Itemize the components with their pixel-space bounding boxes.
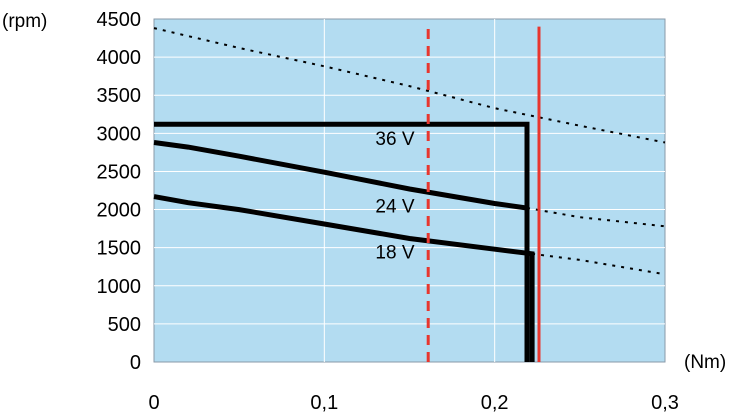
y-tick-label-0: 0 [130,352,141,374]
y-tick-label-6: 3000 [97,123,142,145]
y-tick-label-3: 1500 [97,238,142,260]
y-tick-label-5: 2500 [97,161,142,183]
y-tick-label-8: 4000 [97,47,142,69]
y-tick-label-1: 500 [108,314,141,336]
series-18-v-line [153,194,535,362]
x-tick-label-0: 0 [148,392,159,414]
y-tick-label-9: 4500 [97,9,142,31]
x-tick-label-2: 0,2 [481,392,509,414]
y-tick-label-2: 1000 [97,276,142,298]
curve-label-36-v: 36 V [375,129,414,150]
annotation-group: 36 V 24 V 18 V [375,129,414,264]
dotted-extension-line-4 [526,207,666,228]
y-tick-label-4: 2000 [97,200,142,222]
y-unit-label: (rpm) [2,11,47,32]
series-24-v-line [153,140,530,362]
dotted-extension-line-3 [153,27,666,144]
grid [154,19,665,362]
x-tick-label-3: 0,3 [651,392,679,414]
x-axis: 0 0,1 0,2 0,3 [148,392,678,414]
x-tick-label-1: 0,1 [310,392,338,414]
y-axis: 0 500 1000 1500 2000 2500 3000 3500 4000 4500 [97,9,142,374]
y-tick-label-7: 3500 [97,85,142,107]
x-unit-label: (Nm) [684,352,726,373]
series-group [153,26,666,362]
curve-label-18-v: 18 V [375,242,414,263]
curve-label-24-v: 24 V [375,197,414,218]
